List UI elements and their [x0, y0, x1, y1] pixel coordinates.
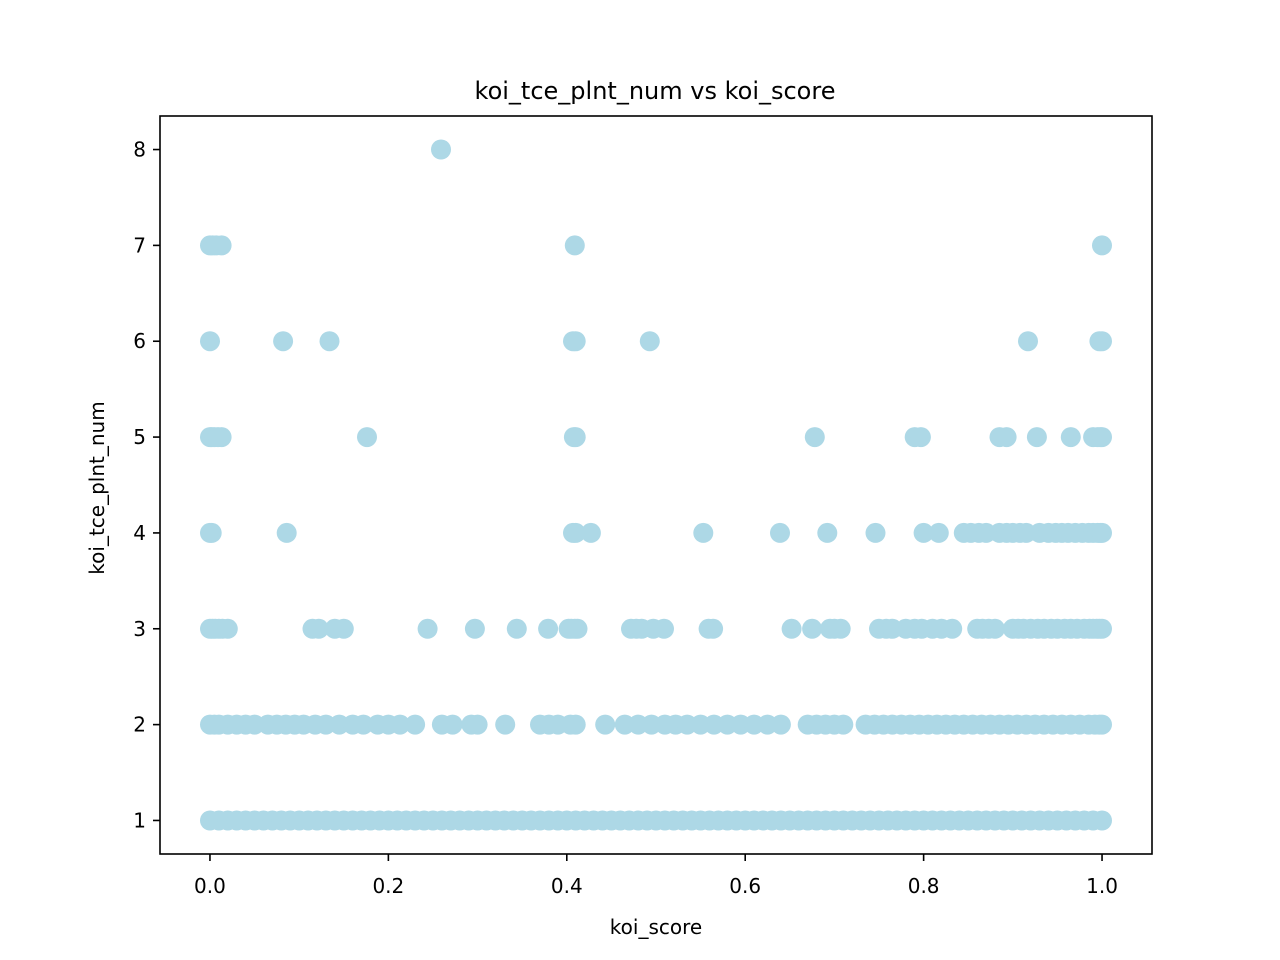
scatter-point — [770, 714, 791, 735]
scatter-point — [985, 618, 1005, 639]
x-tick-label: 0.8 — [908, 874, 940, 898]
scatter-point — [319, 331, 340, 352]
chart-title: koi_tce_plnt_num vs koi_score — [475, 77, 836, 105]
scatter-point — [333, 618, 354, 639]
scatter-point — [567, 618, 588, 639]
x-tick-label: 1.0 — [1086, 874, 1118, 898]
y-axis-label: koi_tce_plnt_num — [85, 401, 109, 574]
scatter-point — [538, 618, 559, 639]
scatter-point — [565, 714, 586, 735]
scatter-point — [564, 235, 585, 256]
x-axis: 0.0 0.2 0.4 0.6 0.8 1.0 — [194, 854, 1118, 898]
scatter-point — [910, 427, 931, 448]
scatter-point — [703, 618, 724, 639]
scatter-point — [201, 522, 222, 543]
scatter-point — [464, 618, 485, 639]
scatter-point — [654, 618, 674, 639]
scatter-point — [405, 714, 426, 735]
scatter-point — [273, 331, 294, 352]
scatter-point — [467, 714, 488, 735]
plot-frame — [159, 115, 1153, 855]
scatter-point — [781, 618, 802, 639]
scatter-point — [353, 714, 374, 735]
scatter-point — [390, 714, 410, 735]
scatter-point — [417, 618, 438, 639]
scatter-point — [506, 618, 527, 639]
points-layer — [200, 139, 1112, 831]
scatter-point — [442, 714, 463, 735]
scatter-point — [639, 331, 660, 352]
x-tick-label: 0.6 — [729, 874, 761, 898]
y-tick-label: 6 — [133, 329, 146, 353]
scatter-point — [996, 427, 1017, 448]
scatter-point — [1092, 810, 1112, 831]
y-tick-label: 7 — [133, 233, 146, 257]
x-tick-label: 0.4 — [551, 874, 583, 898]
scatter-point — [804, 427, 825, 448]
scatter-point — [1092, 618, 1112, 639]
scatter-point — [1092, 331, 1112, 352]
scatter-point — [565, 427, 586, 448]
scatter-point — [565, 331, 586, 352]
y-tick-label: 8 — [133, 138, 146, 162]
scatter-point — [595, 714, 616, 735]
y-tick-label: 5 — [133, 425, 146, 449]
scatter-point — [1092, 235, 1112, 256]
scatter-point — [913, 522, 934, 543]
scatter-point — [200, 331, 220, 352]
scatter-point — [865, 522, 886, 543]
scatter-point — [1026, 427, 1047, 448]
scatter-point — [817, 522, 838, 543]
y-tick-label: 4 — [133, 521, 146, 545]
y-tick-label: 1 — [133, 808, 146, 832]
scatter-point — [1092, 714, 1112, 735]
scatter-point — [211, 427, 232, 448]
scatter-point — [431, 139, 451, 160]
scatter-point — [942, 618, 963, 639]
scatter-point — [211, 235, 232, 256]
scatter-point — [1092, 522, 1112, 543]
scatter-point — [580, 522, 601, 543]
y-axis: 1 2 3 4 5 6 7 8 — [133, 138, 160, 832]
x-axis-label: koi_score — [610, 915, 702, 939]
x-tick-label: 0.0 — [194, 874, 226, 898]
scatter-point — [565, 522, 586, 543]
scatter-point — [308, 618, 329, 639]
scatter-point — [1092, 427, 1112, 448]
x-tick-label: 0.2 — [372, 874, 404, 898]
scatter-point — [1060, 427, 1081, 448]
scatter-point — [693, 522, 714, 543]
scatter-point — [217, 618, 238, 639]
scatter-point — [1018, 331, 1038, 352]
y-tick-label: 2 — [133, 713, 146, 737]
scatter-point — [357, 427, 377, 448]
scatter-point — [830, 618, 851, 639]
scatter-point — [802, 618, 823, 639]
scatter-point — [495, 714, 516, 735]
y-tick-label: 3 — [133, 617, 146, 641]
scatter-point — [770, 522, 790, 543]
scatter-point — [833, 714, 854, 735]
scatter-point — [276, 522, 297, 543]
scatter-point — [928, 522, 949, 543]
